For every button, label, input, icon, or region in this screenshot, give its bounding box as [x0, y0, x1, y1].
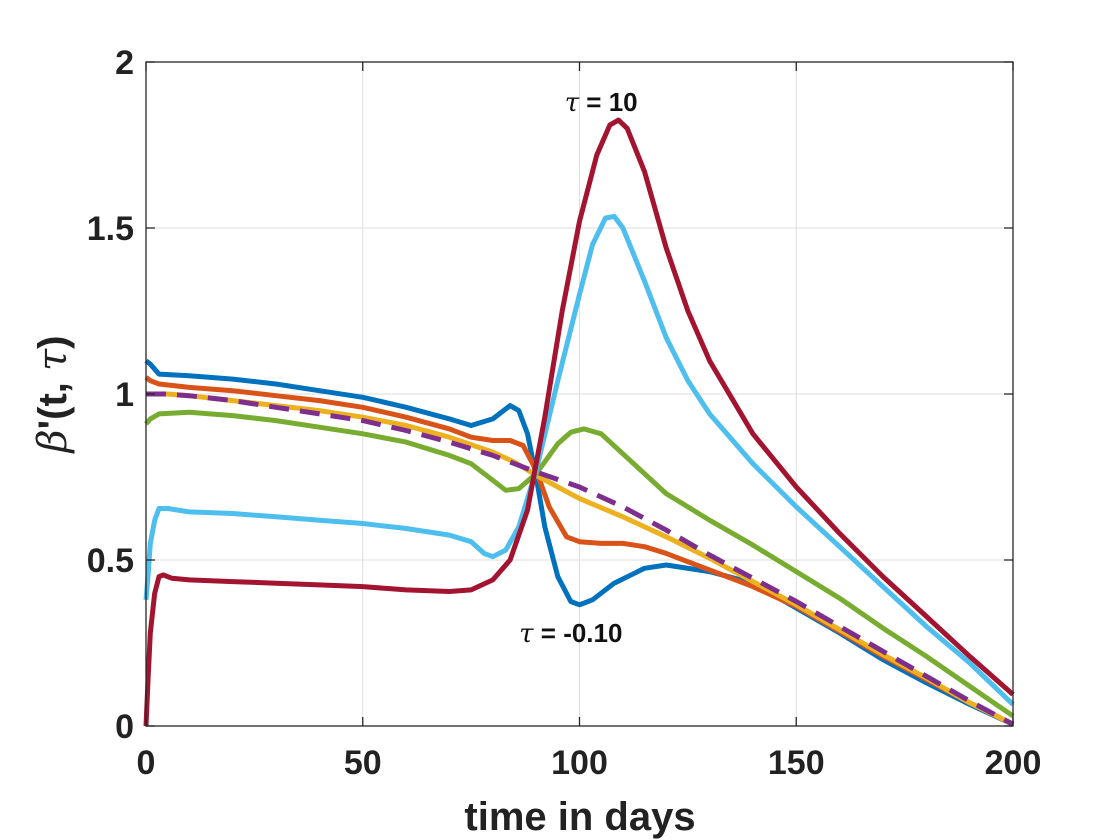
y-axis-label-greek: β: [30, 429, 76, 454]
x-tick-label: 100: [551, 744, 608, 782]
annotation-symbol: τ: [565, 88, 580, 118]
x-tick-label: 0: [137, 744, 156, 782]
series-line-2: [146, 391, 1015, 727]
annotation-symbol: τ: [519, 619, 534, 649]
x-tick-label: 200: [985, 744, 1042, 782]
x-axis-label: time in days: [464, 795, 695, 839]
tick-marks: [145, 61, 1014, 727]
y-tick-label: 1.5: [87, 210, 134, 248]
y-axis-label-rest: '(t,: [31, 371, 75, 429]
x-tick-label: 50: [344, 744, 382, 782]
x-tick-label: 150: [768, 744, 825, 782]
y-axis-label-close: ): [31, 336, 75, 349]
y-tick-label: 1: [115, 376, 134, 414]
annotation-text: = -0.10: [534, 618, 623, 648]
y-tick-label: 2: [115, 44, 134, 82]
annotation-1: τ = -0.10: [519, 618, 622, 649]
annotation-text: = 10: [579, 87, 638, 117]
annotation-0: τ = 10: [565, 87, 638, 118]
series-line-6: [146, 391, 1015, 727]
annotations: τ = 10τ = -0.10: [519, 87, 637, 649]
y-tick-label: 0: [115, 708, 134, 746]
series-line-5: [143, 117, 1015, 727]
series-line-3: [144, 409, 1015, 719]
series-lines: [143, 117, 1015, 727]
y-tick-labels: 0 0.5 1 1.5 2: [87, 44, 134, 746]
y-axis-label-greek2: τ: [30, 348, 76, 371]
x-tick-labels: 0 50 100 150 200: [137, 744, 1042, 782]
y-axis-label: β'(t, τ): [30, 336, 76, 455]
y-tick-label: 0.5: [87, 542, 134, 580]
